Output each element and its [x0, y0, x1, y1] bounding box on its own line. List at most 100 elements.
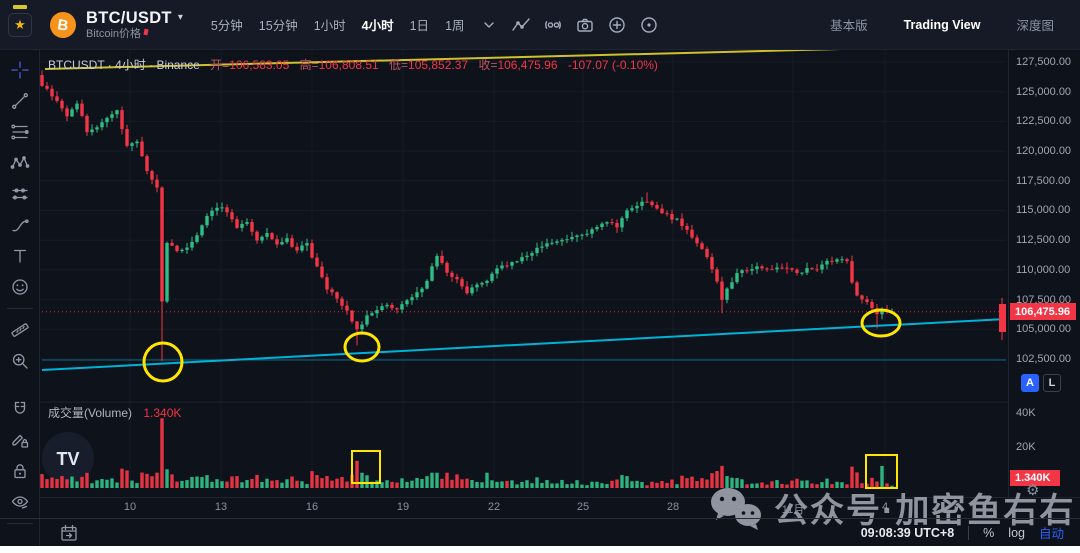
interval-chevron-button[interactable]	[475, 11, 503, 39]
volume-bar	[410, 480, 414, 488]
volume-bar	[440, 478, 444, 488]
timeframe-5分钟[interactable]: 5分钟	[211, 15, 243, 34]
lock-all-tool[interactable]	[6, 457, 34, 485]
favorite-star-button[interactable]: ★	[8, 12, 32, 37]
emoji-tool[interactable]	[6, 273, 34, 301]
legend-high-label: 高=	[299, 58, 319, 72]
go-to-date-button[interactable]	[56, 521, 82, 545]
candle-body	[735, 273, 739, 283]
candle-body	[95, 127, 99, 130]
volume-bar	[535, 477, 539, 488]
volume-bar	[190, 477, 194, 488]
volume-bar	[220, 481, 224, 488]
header-tab-基本版[interactable]: 基本版	[824, 14, 874, 35]
xabcd-pattern-icon	[10, 156, 29, 169]
candle-body	[430, 266, 434, 281]
fib-tool[interactable]	[6, 118, 34, 146]
volume-bar	[520, 481, 524, 488]
volume-bar	[515, 484, 519, 488]
percent-scale-button[interactable]: %	[983, 525, 995, 540]
camera-icon	[576, 18, 593, 32]
candle-body	[310, 243, 314, 258]
candle-body	[515, 261, 519, 263]
candle-body	[170, 242, 174, 246]
volume-bar	[760, 482, 764, 488]
candle-body	[880, 310, 884, 315]
volume-bar	[695, 481, 699, 488]
volume-bar	[330, 480, 334, 488]
candle-body	[765, 268, 769, 270]
screenshot-button[interactable]	[571, 11, 599, 39]
bottom-bar-separator	[968, 525, 970, 540]
volume-bar	[260, 482, 264, 488]
gear-icon[interactable]: ⚙	[1020, 480, 1045, 500]
price-tick: 120,000.00	[1016, 145, 1072, 158]
candle-body	[245, 222, 249, 224]
candle-body	[110, 114, 114, 118]
indicators-button[interactable]	[539, 11, 567, 39]
chart-style-button[interactable]	[507, 11, 535, 39]
candle-body	[105, 117, 109, 123]
timeframe-1周[interactable]: 1周	[445, 15, 464, 34]
highlight-circle[interactable]	[860, 308, 902, 338]
candle-body	[655, 205, 659, 209]
hide-drawings-tool[interactable]	[6, 488, 34, 516]
symbol-title-block[interactable]: BTC/USDT ▾ Bitcoin价格	[86, 9, 183, 41]
timeframe-15分钟[interactable]: 15分钟	[259, 15, 298, 34]
volume-bar	[810, 483, 814, 488]
magnet-tool[interactable]	[6, 395, 34, 423]
trendline-tool[interactable]	[6, 87, 34, 115]
auto-scale-toggle[interactable]: 自动	[1039, 523, 1064, 542]
volume-bar	[670, 479, 674, 488]
candle-body	[720, 281, 724, 300]
brush-tool[interactable]	[6, 211, 34, 239]
volume-bar	[65, 479, 69, 488]
text-tool[interactable]	[6, 242, 34, 270]
log-scale-toggle[interactable]: log	[1008, 525, 1025, 540]
highlight-circle[interactable]	[343, 331, 381, 363]
volume-bar	[480, 482, 484, 488]
yellow-trendline[interactable]	[44, 46, 923, 70]
rising-trendline[interactable]	[41, 318, 1007, 371]
volume-bar	[240, 482, 244, 488]
highlight-circle[interactable]	[142, 341, 184, 383]
price-tick: 117,500.00	[1016, 174, 1071, 187]
chart-canvas[interactable]: TV	[40, 46, 1008, 497]
volume-bar	[150, 476, 154, 488]
crosshair-tool[interactable]	[6, 56, 34, 84]
time-axis[interactable]: 10 13 16 19 22 25 28 11月 4	[40, 497, 1008, 518]
candle-body	[760, 266, 764, 269]
log-scale-button[interactable]: L	[1043, 374, 1061, 392]
price-axis[interactable]: 106,475.96 1.340K A L 127,500.00 125,000.…	[1008, 50, 1080, 497]
add-alert-button[interactable]	[603, 11, 631, 39]
zoom-tool[interactable]	[6, 347, 34, 375]
candle-body	[150, 171, 154, 180]
measure-tool[interactable]	[6, 316, 34, 344]
timeframe-1小时[interactable]: 1小时	[314, 15, 346, 34]
volume-label: 成交量(Volume)	[48, 406, 133, 420]
candle-body	[595, 227, 599, 230]
pattern-tool[interactable]	[6, 149, 34, 177]
timeframe-4小时[interactable]: 4小时	[362, 15, 394, 34]
header-tab-深度图[interactable]: 深度图	[1010, 14, 1060, 35]
volume-bar	[570, 483, 574, 488]
volume-bar	[270, 480, 274, 488]
highlight-rect[interactable]	[865, 454, 898, 489]
volume-bar	[720, 465, 724, 488]
auto-scale-button[interactable]: A	[1021, 374, 1039, 392]
timeframe-1日[interactable]: 1日	[410, 15, 429, 34]
target-button[interactable]	[635, 11, 663, 39]
candle-body	[590, 229, 594, 234]
volume-bar	[345, 481, 349, 488]
chart-plot-area[interactable]: TV BTCUSDT · 4小时 · Binance 开=106,583.05 …	[40, 46, 1008, 497]
header-tab-Trading View[interactable]: Trading View	[898, 17, 987, 33]
candle-body	[45, 85, 49, 89]
candle-body	[260, 236, 264, 241]
volume-bar	[370, 481, 374, 488]
draw-lock-tool[interactable]	[6, 426, 34, 454]
highlight-rect[interactable]	[351, 450, 381, 484]
candle-body	[830, 260, 834, 262]
clock-display[interactable]: 09:08:39 UTC+8	[860, 525, 955, 540]
projection-tool[interactable]	[6, 180, 34, 208]
